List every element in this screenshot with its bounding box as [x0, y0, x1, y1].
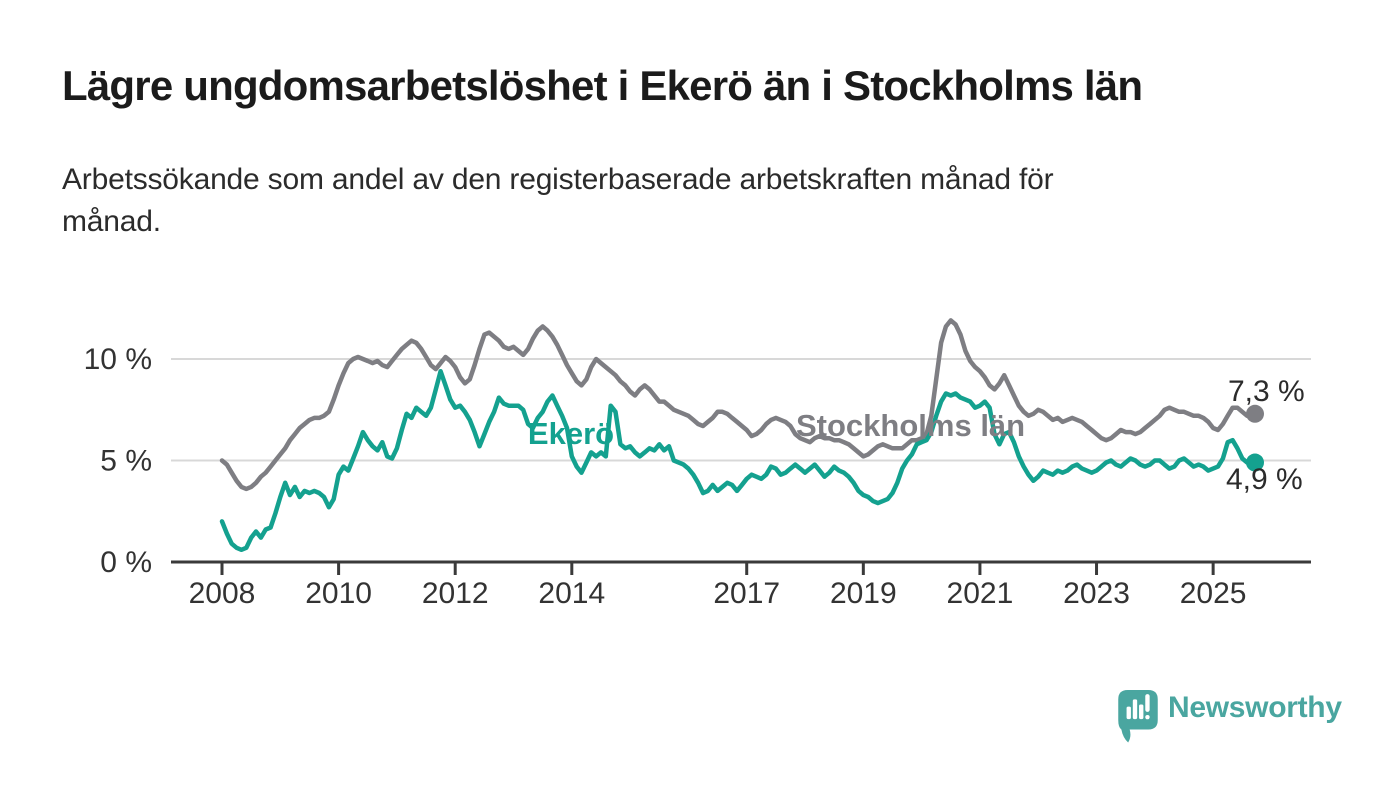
exclamation-dot	[1145, 714, 1150, 720]
y-tick-label-0pct: 0 %	[100, 546, 152, 579]
x-tick-label-2010: 2010	[305, 577, 372, 610]
bar-2	[1132, 699, 1138, 720]
series-label-stockholms-l-n: Stockholms län	[796, 408, 1025, 443]
x-tick-label-2012: 2012	[422, 577, 489, 610]
chart-subtitle: Arbetssökande som andel av den registerb…	[62, 159, 1282, 243]
end-dot-eker-	[1246, 453, 1265, 472]
x-tick-label-2017: 2017	[713, 577, 780, 610]
series-line-eker-	[219, 368, 1255, 553]
x-tick-label-2019: 2019	[830, 577, 897, 610]
x-tick-label-2021: 2021	[947, 577, 1014, 610]
x-tick-label-2025: 2025	[1180, 577, 1247, 610]
speech-bubble-bar-chart-icon	[1118, 690, 1158, 743]
speech-bubble-shape	[1118, 690, 1158, 743]
x-tick-label-2014: 2014	[538, 577, 605, 610]
newsworthy-logo: Newsworthy	[1118, 690, 1342, 743]
end-value-label-stockholms-lan: 7,3 %	[1228, 375, 1305, 408]
bar-3	[1139, 704, 1144, 720]
page-title: Lägre ungdomsarbetslöshet i Ekerö än i S…	[62, 62, 1143, 109]
series-line-stockholms-l-n	[219, 318, 1255, 492]
newsworthy-wordmark: Newsworthy	[1168, 691, 1342, 724]
exclamation-shaft	[1145, 694, 1150, 712]
end-dot-stockholms-l-n	[1246, 404, 1265, 423]
bar-1	[1126, 706, 1131, 720]
subtitle-line-1: Arbetssökande som andel av den registerb…	[62, 163, 1054, 196]
y-tick-label-10pct: 10 %	[84, 343, 152, 376]
series-label-eker-: Ekerö	[528, 416, 614, 451]
subtitle-line-2: månad.	[62, 205, 161, 238]
y-tick-label-5pct: 5 %	[100, 445, 152, 478]
end-value-label-ekero: 4,9 %	[1226, 463, 1303, 496]
x-tick-label-2008: 2008	[189, 577, 256, 610]
x-tick-label-2023: 2023	[1063, 577, 1130, 610]
